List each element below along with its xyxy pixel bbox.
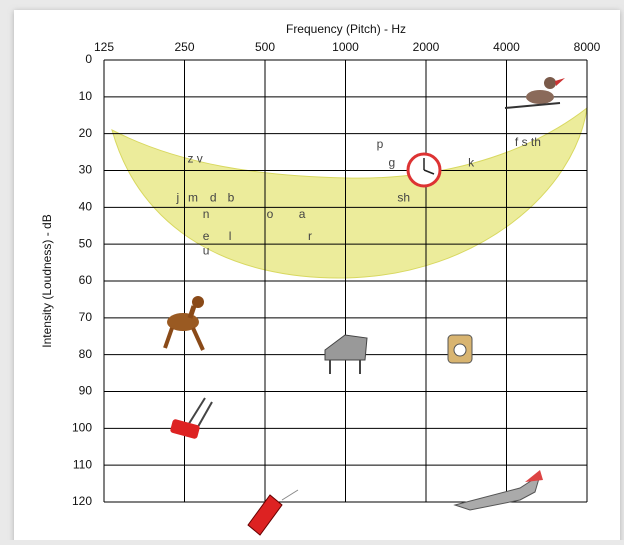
speech-sound: d	[210, 190, 217, 204]
speech-sound: u	[203, 244, 210, 258]
phone-icon	[447, 334, 473, 364]
x-tick-label: 250	[174, 40, 194, 54]
x-tick-label: 4000	[493, 40, 520, 54]
speech-sound: z v	[187, 152, 202, 166]
y-tick-label: 110	[73, 457, 92, 471]
speech-sound: n	[203, 207, 210, 221]
chainsaw-icon	[247, 489, 299, 536]
speech-sound: o	[267, 207, 274, 221]
speech-sound: p	[377, 137, 384, 151]
speech-sound: a	[299, 207, 306, 221]
y-tick-label: 20	[79, 126, 93, 140]
y-tick-label: 120	[72, 494, 92, 508]
y-tick-label: 90	[79, 384, 93, 398]
y-tick-label: 70	[79, 310, 93, 324]
bird-icon	[504, 77, 565, 109]
x-tick-label: 8000	[574, 40, 601, 54]
annotations: z v j m d b ne l u o ar pg sh k f s th	[175, 135, 540, 258]
y-tick-label: 40	[79, 200, 93, 214]
dog-icon	[163, 296, 205, 351]
x-tick-label: 500	[255, 40, 275, 54]
x-tick-label: 2000	[413, 40, 440, 54]
x-tick-label: 1000	[332, 40, 359, 54]
y-tick-label: 60	[79, 273, 93, 287]
grid	[103, 59, 588, 503]
x-tick-label: 125	[94, 40, 114, 54]
speech-sound: b	[228, 190, 235, 204]
speech-sound: e	[203, 229, 210, 243]
y-tick-label: 100	[72, 421, 92, 435]
y-tick-label: 0	[85, 52, 92, 66]
y-tick-label: 80	[79, 347, 93, 361]
clock-icon	[406, 152, 442, 188]
speech-sound: l	[229, 229, 232, 243]
piano-icon	[324, 334, 368, 374]
speech-sound: k	[468, 155, 475, 169]
speech-sound: j	[175, 190, 179, 204]
y-tick-label: 30	[79, 163, 93, 177]
speech-sound: m	[188, 190, 198, 204]
plane-icon	[453, 470, 543, 511]
y-tick-label: 50	[79, 236, 93, 250]
mower-icon	[170, 397, 213, 439]
speech-sound: r	[308, 229, 312, 243]
speech-sound: sh	[397, 190, 410, 204]
chart-title: Frequency (Pitch) - Hz	[286, 22, 406, 36]
speech-banana	[111, 106, 588, 279]
y-axis-label: Intensity (Loudness) - dB	[40, 214, 54, 347]
y-tick-label: 10	[79, 89, 93, 103]
speech-sound: f s th	[515, 135, 541, 149]
speech-sound: g	[388, 155, 395, 169]
